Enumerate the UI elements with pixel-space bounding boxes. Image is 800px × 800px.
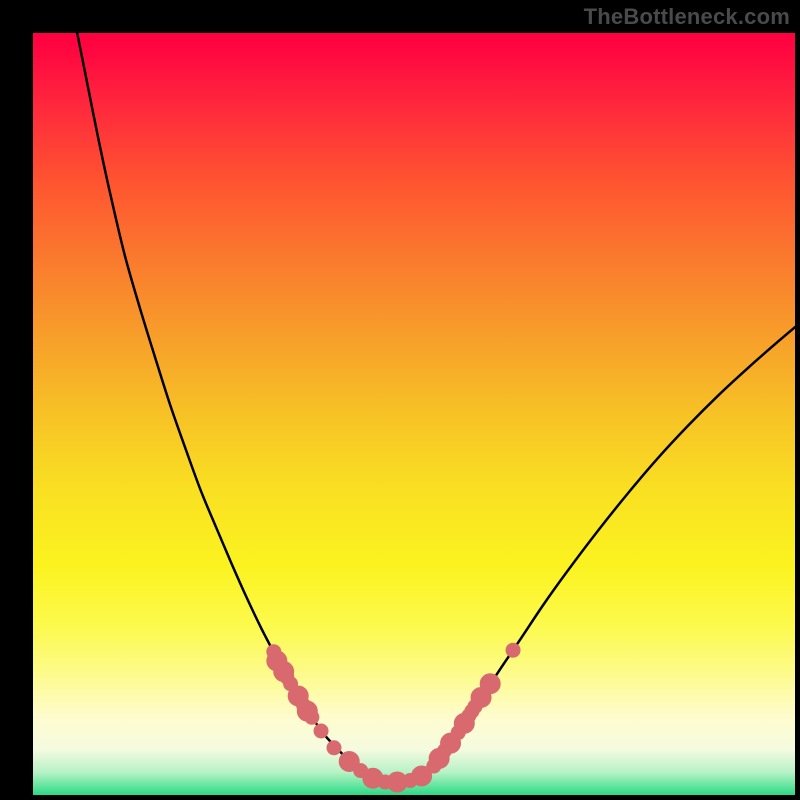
data-marker <box>390 775 404 789</box>
data-marker <box>480 674 500 694</box>
gradient-background <box>33 33 795 795</box>
data-marker <box>365 772 379 786</box>
data-marker <box>327 741 341 755</box>
data-marker <box>506 643 520 657</box>
data-marker <box>314 724 328 738</box>
data-marker <box>305 710 319 724</box>
bottleneck-chart <box>0 0 800 800</box>
chart-frame: TheBottleneck.com <box>0 0 800 800</box>
